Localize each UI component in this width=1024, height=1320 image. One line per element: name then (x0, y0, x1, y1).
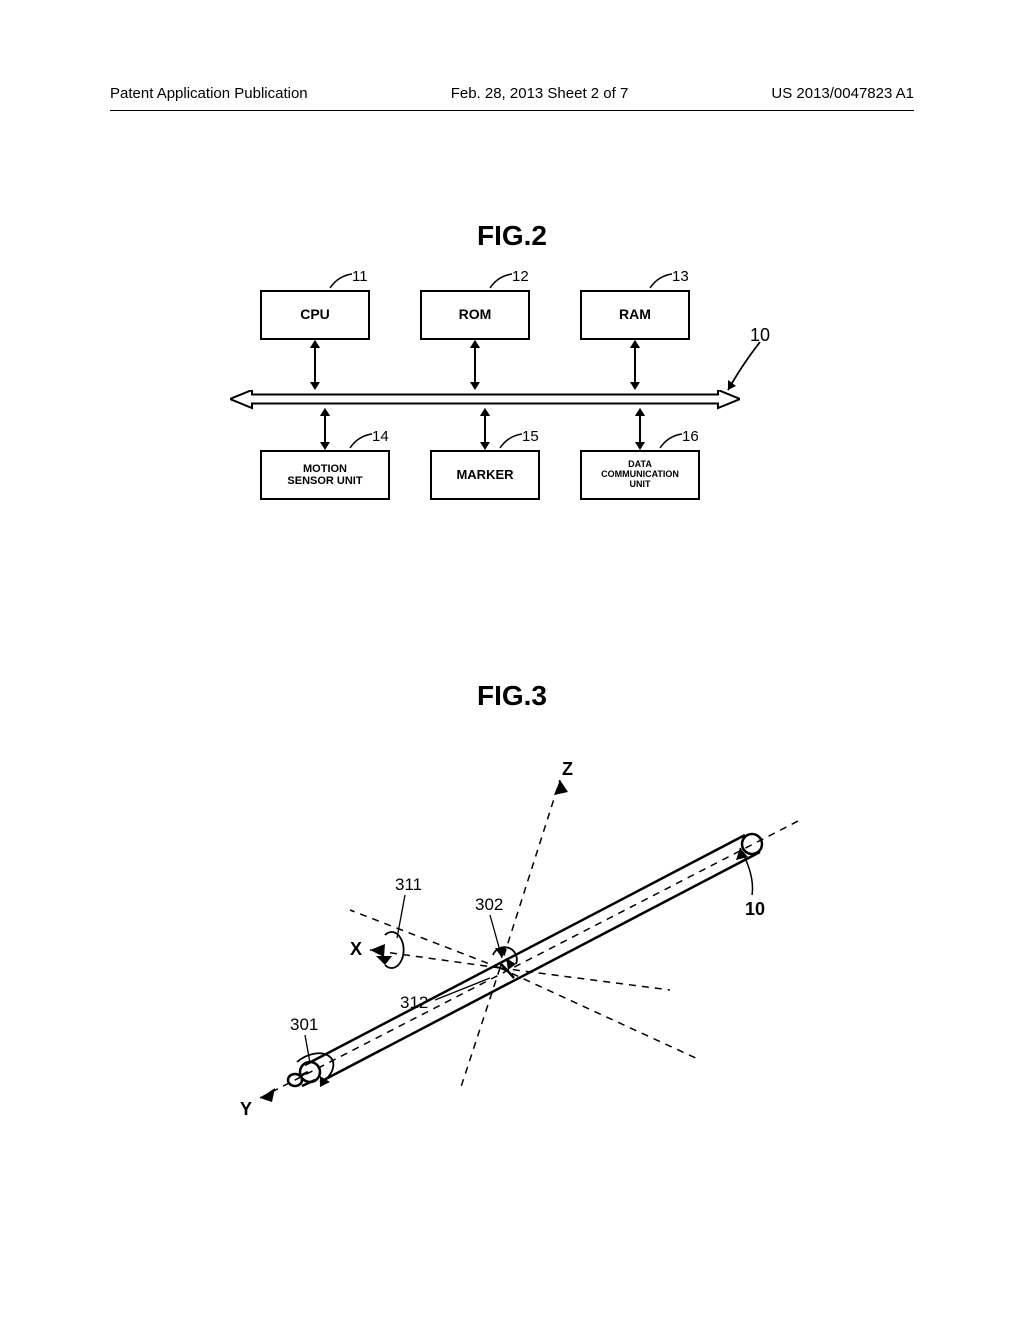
connector-arrow (628, 340, 642, 392)
leader (648, 272, 678, 292)
fig2-title: FIG.2 (0, 220, 1024, 252)
fig3-title: FIG.3 (0, 680, 1024, 712)
block-16: DATACOMMUNICATIONUNIT (580, 450, 700, 500)
fig3-container: FIG.3 (0, 680, 1024, 712)
fig2-container: FIG.2 CPU11ROM12RAM13MOTIONSENSOR UNIT14… (0, 220, 1024, 252)
axis-z: Z (562, 759, 573, 779)
ref-311: 311 (395, 875, 422, 894)
leader (328, 272, 358, 292)
header-right: US 2013/0047823 A1 (771, 85, 914, 102)
axis-y: Y (240, 1099, 252, 1119)
block-cpu: CPU (260, 290, 370, 340)
header-rule (110, 110, 914, 111)
leader (488, 272, 518, 292)
page-header: Patent Application Publication Feb. 28, … (0, 85, 1024, 102)
connector-arrow (318, 408, 332, 452)
leader-10 (722, 340, 772, 400)
block-ram: RAM (580, 290, 690, 340)
ref-10-fig3: 10 (745, 899, 765, 919)
fig3-diagram: Z X Y 311 302 312 301 10 (200, 720, 820, 1120)
connector-arrow (308, 340, 322, 392)
connector-arrow (468, 340, 482, 392)
connector-arrow (633, 408, 647, 452)
leader (348, 432, 378, 452)
block-14: MOTIONSENSOR UNIT (260, 450, 390, 500)
ref-302: 302 (475, 895, 503, 914)
header-left: Patent Application Publication (110, 85, 308, 102)
ref-312: 312 (400, 993, 428, 1012)
fig3-svg: Z X Y 311 302 312 301 10 (200, 720, 820, 1120)
axis-x: X (350, 939, 362, 959)
block-15: MARKER (430, 450, 540, 500)
connector-arrow (478, 408, 492, 452)
header-center: Feb. 28, 2013 Sheet 2 of 7 (451, 85, 629, 102)
leader (658, 432, 688, 452)
fig2-diagram: CPU11ROM12RAM13MOTIONSENSOR UNIT14MARKER… (230, 260, 790, 540)
ref-301: 301 (290, 1015, 318, 1034)
block-rom: ROM (420, 290, 530, 340)
leader (498, 432, 528, 452)
